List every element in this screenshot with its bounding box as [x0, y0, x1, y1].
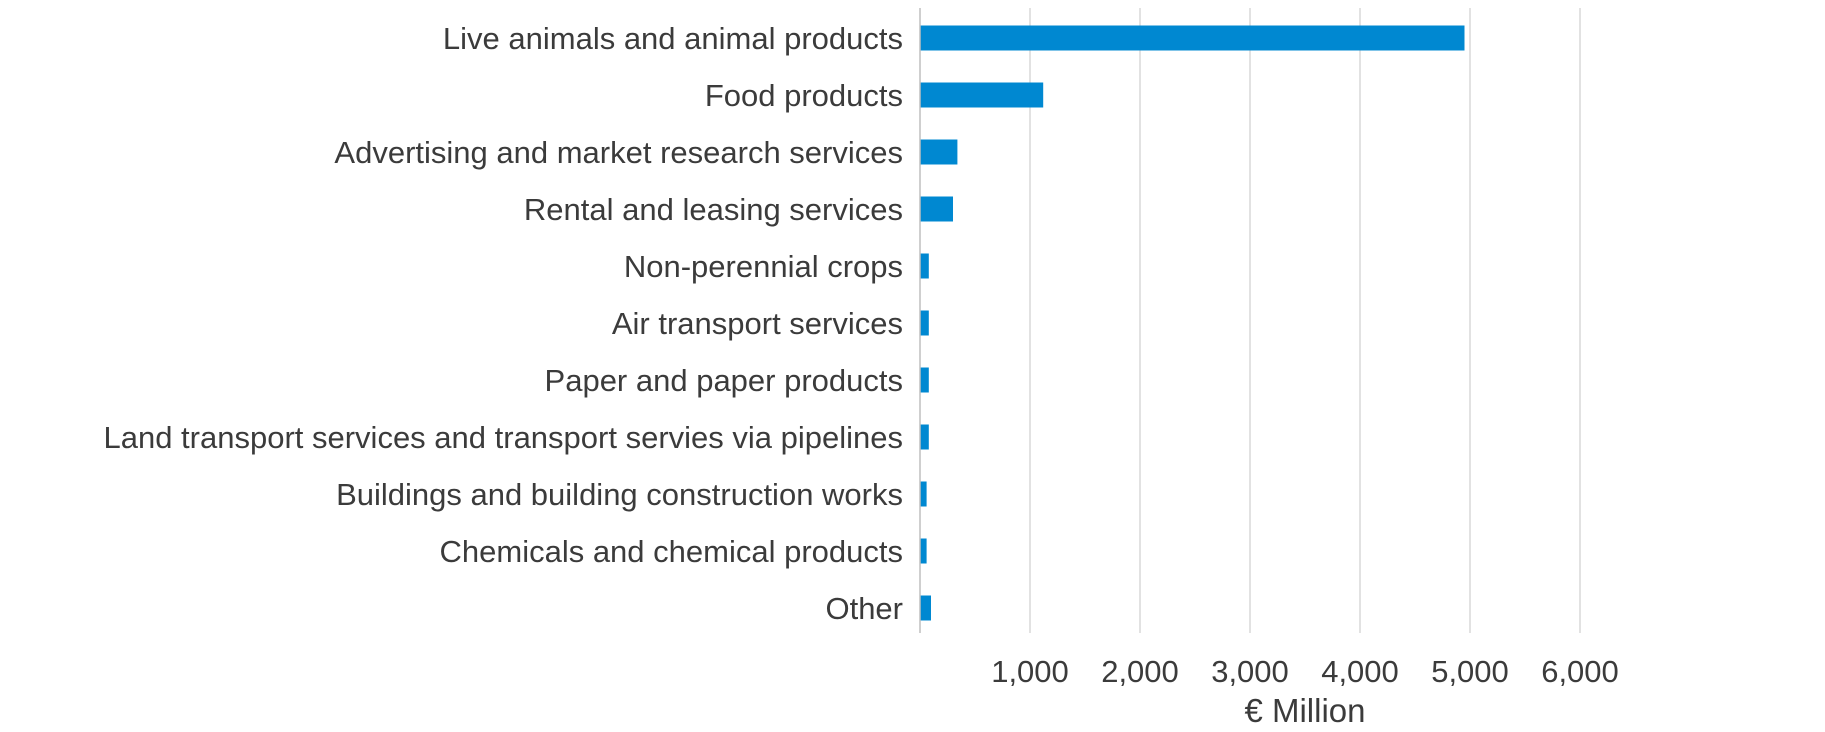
bar: [920, 367, 929, 393]
x-tick-label: 1,000: [991, 654, 1069, 689]
bars: [920, 25, 1465, 621]
category-label: Other: [825, 591, 903, 626]
x-tick-label: 3,000: [1211, 654, 1289, 689]
bar: [920, 538, 927, 564]
x-tick-label: 5,000: [1431, 654, 1509, 689]
bar: [920, 310, 929, 336]
category-label: Live animals and animal products: [443, 21, 903, 56]
category-labels: Live animals and animal products Food pro…: [103, 21, 903, 626]
x-tick-label: 4,000: [1321, 654, 1399, 689]
category-label: Paper and paper products: [545, 363, 903, 398]
x-tick-labels: 1,000 2,000 3,000 4,000 5,000 6,000: [991, 654, 1619, 689]
category-label: Advertising and market research services: [334, 135, 903, 170]
category-label: Land transport services and transport se…: [103, 420, 903, 455]
x-tick-label: 6,000: [1541, 654, 1619, 689]
bar: [920, 595, 931, 621]
category-label: Non-perennial crops: [624, 249, 903, 284]
bar: [920, 139, 958, 165]
category-label: Food products: [705, 78, 903, 113]
bar: [920, 424, 929, 450]
x-axis-title: € Million: [1244, 692, 1365, 729]
gridlines: [1029, 8, 1581, 633]
bar: [920, 253, 929, 279]
category-label: Air transport services: [612, 306, 903, 341]
category-label: Chemicals and chemical products: [440, 534, 904, 569]
category-label: Buildings and building construction work…: [336, 477, 903, 512]
bar: [920, 481, 927, 507]
bar: [920, 25, 1465, 51]
category-label: Rental and leasing services: [524, 192, 903, 227]
bar: [920, 82, 1044, 108]
x-tick-label: 2,000: [1101, 654, 1179, 689]
bar: [920, 196, 953, 222]
